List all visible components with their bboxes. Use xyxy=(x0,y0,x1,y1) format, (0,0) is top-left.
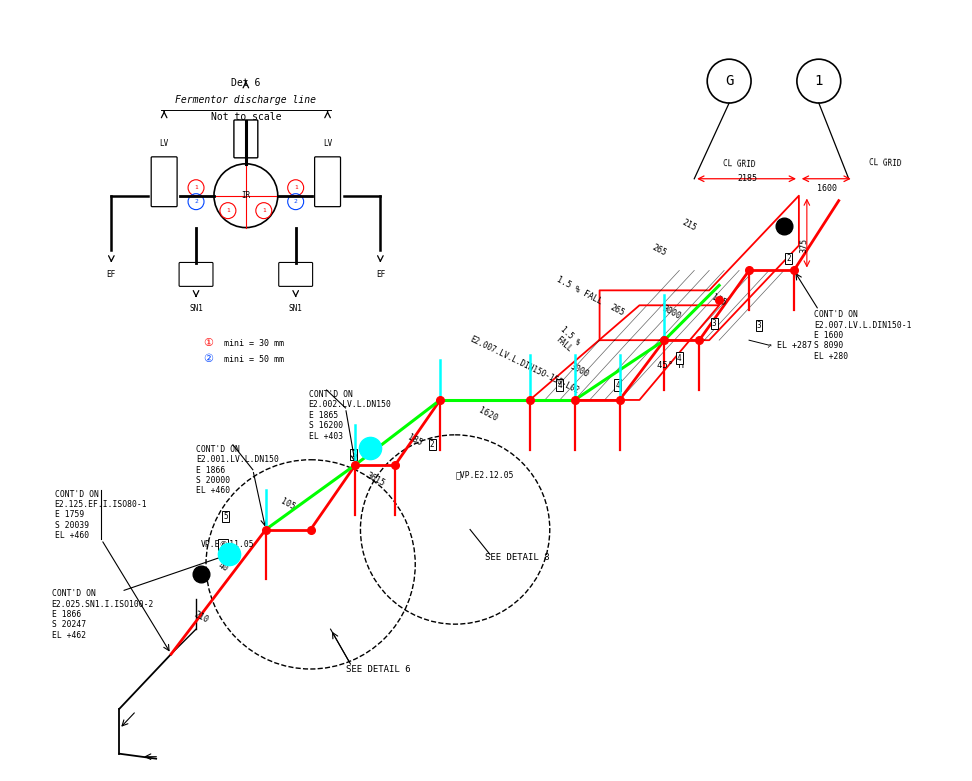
Text: E2.007.LV.L.DIN150-150-L02: E2.007.LV.L.DIN150-150-L02 xyxy=(469,335,580,395)
Text: ①: ① xyxy=(203,338,213,348)
FancyBboxPatch shape xyxy=(234,120,258,158)
Text: 1: 1 xyxy=(815,74,823,88)
Text: 105: 105 xyxy=(279,497,296,512)
Text: 210: 210 xyxy=(192,610,210,625)
Text: 3: 3 xyxy=(712,319,716,328)
Text: 265: 265 xyxy=(650,243,668,258)
Text: 265: 265 xyxy=(608,303,626,318)
Text: ②: ② xyxy=(203,354,213,364)
Text: 1600: 1600 xyxy=(816,184,837,193)
Text: Det 6: Det 6 xyxy=(231,78,260,88)
Text: CL GRID: CL GRID xyxy=(723,159,755,169)
Text: 1: 1 xyxy=(194,185,198,191)
Text: mini = 50 mm: mini = 50 mm xyxy=(224,355,284,364)
Text: SN1: SN1 xyxy=(190,305,203,313)
Text: 3: 3 xyxy=(757,321,761,330)
Text: ⑥VP.E2.12.05: ⑥VP.E2.12.05 xyxy=(455,470,513,480)
FancyBboxPatch shape xyxy=(315,157,340,207)
Text: LV: LV xyxy=(323,139,332,148)
Text: 2: 2 xyxy=(294,199,297,204)
Text: G: G xyxy=(725,74,733,88)
Text: 135: 135 xyxy=(711,293,728,308)
Text: 3615: 3615 xyxy=(364,471,386,488)
Text: CL GRID: CL GRID xyxy=(869,158,901,168)
FancyBboxPatch shape xyxy=(179,262,213,287)
Text: CONT'D ON
E2.025.SN1.I.ISO100-2
E 1866
S 20247
EL +462: CONT'D ON E2.025.SN1.I.ISO100-2 E 1866 S… xyxy=(52,590,154,640)
Text: 1: 1 xyxy=(226,209,229,213)
Text: 5: 5 xyxy=(224,512,228,521)
Text: SN1: SN1 xyxy=(289,305,302,313)
Text: 40: 40 xyxy=(217,561,229,574)
Text: 4: 4 xyxy=(677,354,681,362)
Text: Not to scale: Not to scale xyxy=(211,112,281,122)
FancyBboxPatch shape xyxy=(279,262,313,287)
Text: ⑥: ⑥ xyxy=(220,540,226,549)
Text: CONT'D ON
E2.002.LV.L.DN150
E 1865
S 16200
EL +403: CONT'D ON E2.002.LV.L.DN150 E 1865 S 162… xyxy=(309,390,392,440)
Text: ↗ EL +287: ↗ EL +287 xyxy=(767,341,812,350)
Text: EF: EF xyxy=(107,270,116,280)
Text: 2: 2 xyxy=(194,199,198,204)
Text: 2: 2 xyxy=(430,440,434,449)
Text: 4: 4 xyxy=(557,380,562,390)
Text: EF: EF xyxy=(376,270,385,280)
Text: 1620: 1620 xyxy=(477,406,499,423)
Text: 3000: 3000 xyxy=(569,362,591,379)
Text: SEE DETAIL 8: SEE DETAIL 8 xyxy=(485,553,549,562)
Text: LV: LV xyxy=(159,139,169,148)
Text: 1: 1 xyxy=(294,185,297,191)
Text: CONT'D ON
E2.001.LV.L.DN150
E 1866
S 20000
EL +460: CONT'D ON E2.001.LV.L.DN150 E 1866 S 200… xyxy=(196,445,279,495)
Text: 45° H: 45° H xyxy=(657,361,684,369)
Text: 3000: 3000 xyxy=(660,304,682,321)
Text: VP.E2.11.05: VP.E2.11.05 xyxy=(201,540,255,549)
Text: 375: 375 xyxy=(799,238,809,253)
FancyBboxPatch shape xyxy=(152,157,177,207)
Text: 215: 215 xyxy=(680,218,698,233)
Text: CONT'D ON
E2.007.LV.L.DIN150-1
E 1600
S 8090
EL +280: CONT'D ON E2.007.LV.L.DIN150-1 E 1600 S … xyxy=(814,310,912,361)
Text: 1: 1 xyxy=(261,209,265,213)
Text: 2: 2 xyxy=(351,451,356,459)
Text: 2185: 2185 xyxy=(737,173,757,183)
Text: 1.5 % FALL: 1.5 % FALL xyxy=(555,275,604,306)
Text: 2: 2 xyxy=(786,254,791,263)
Text: SEE DETAIL 6: SEE DETAIL 6 xyxy=(345,665,410,673)
Text: 1.5 %
FALL: 1.5 % FALL xyxy=(552,325,582,355)
Text: IR: IR xyxy=(241,191,251,200)
Text: Fermentor discharge line: Fermentor discharge line xyxy=(175,95,316,105)
Text: CONT'D ON
E2.125.EF.I.ISO80-1
E 1759
S 20039
EL +460: CONT'D ON E2.125.EF.I.ISO80-1 E 1759 S 2… xyxy=(54,490,147,540)
Text: 4: 4 xyxy=(615,380,620,390)
Text: 185: 185 xyxy=(406,433,424,448)
Text: mini = 30 mm: mini = 30 mm xyxy=(224,339,284,348)
